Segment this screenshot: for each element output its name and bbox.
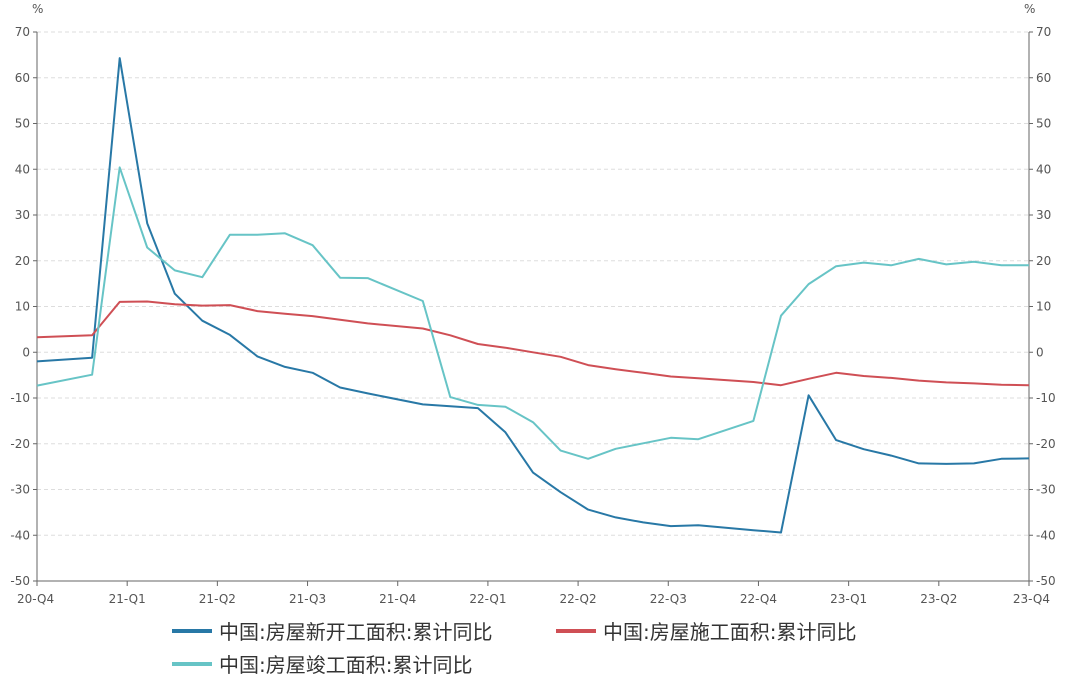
y-tick-label: 30 [1036, 208, 1051, 222]
y-tick-label: 60 [1036, 71, 1051, 85]
y-tick-label: -10 [10, 391, 30, 405]
x-tick-label: 23-Q4 [1013, 592, 1050, 606]
y-tick-label: 50 [1036, 117, 1051, 131]
y-tick-label: 40 [1036, 162, 1051, 176]
y-tick-label: 70 [1036, 25, 1051, 39]
left-unit-label: % [32, 2, 43, 16]
y-tick-label: -50 [1036, 574, 1056, 588]
y-tick-label: 0 [22, 345, 30, 359]
y-tick-label: 20 [1036, 254, 1051, 268]
axes [33, 31, 1033, 586]
y-tick-label: 40 [15, 162, 30, 176]
series-line-2 [36, 300, 1030, 387]
series-lines [36, 57, 1030, 534]
series-line-1 [36, 57, 1030, 534]
gridlines [37, 31, 1029, 536]
x-tick-label: 21-Q4 [379, 592, 416, 606]
legend: 中国:房屋新开工面积:累计同比 中国:房屋施工面积:累计同比中国:房屋竣工面积:累… [172, 620, 856, 677]
y-tick-label: -30 [10, 483, 30, 497]
x-tick-label: 20-Q4 [17, 592, 54, 606]
right-unit-label: % [1024, 2, 1035, 16]
x-tick-label: 21-Q3 [289, 592, 326, 606]
y-tick-label: 30 [15, 208, 30, 222]
x-tick-label: 22-Q3 [650, 592, 687, 606]
legend-label: 中国:房屋新开工面积:累计同比 [219, 620, 492, 644]
legend-label: 中国:房屋竣工面积:累计同比 [219, 653, 472, 677]
y-tick-label: 0 [1036, 345, 1044, 359]
x-tick-label: 23-Q2 [920, 592, 957, 606]
x-tick-labels: 20-Q4 21-Q1 21-Q2 21-Q3 21-Q4 22-Q1 22-Q2 22-Q3… [17, 592, 1050, 606]
x-tick-label: 22-Q4 [740, 592, 777, 606]
y-tick-label: 20 [15, 254, 30, 268]
y-tick-label: -10 [1036, 391, 1056, 405]
left-y-tick-labels: 70 60 50 40 30 20 10 0 -10 -20 -30 -40 -50 [10, 25, 30, 588]
y-tick-label: -30 [1036, 483, 1056, 497]
y-tick-label: 10 [15, 300, 30, 314]
y-tick-label: -20 [10, 437, 30, 451]
y-tick-label: -40 [10, 528, 30, 542]
y-tick-label: 60 [15, 71, 30, 85]
x-tick-label: 22-Q1 [469, 592, 506, 606]
x-tick-label: 21-Q1 [109, 592, 146, 606]
right-y-tick-labels: 70 60 50 40 30 20 10 0 -10 -20 -30 -40 -50 [1036, 25, 1056, 588]
series-line-3 [36, 166, 1029, 460]
x-tick-label: 21-Q2 [199, 592, 236, 606]
y-tick-label: 10 [1036, 300, 1051, 314]
y-tick-label: -50 [10, 574, 30, 588]
y-tick-label: -40 [1036, 528, 1056, 542]
x-tick-label: 22-Q2 [560, 592, 597, 606]
x-tick-label: 23-Q1 [830, 592, 867, 606]
y-tick-label: 50 [15, 117, 30, 131]
y-tick-label: 70 [15, 25, 30, 39]
legend-label: 中国:房屋施工面积:累计同比 [603, 620, 856, 644]
y-tick-label: -20 [1036, 437, 1056, 451]
